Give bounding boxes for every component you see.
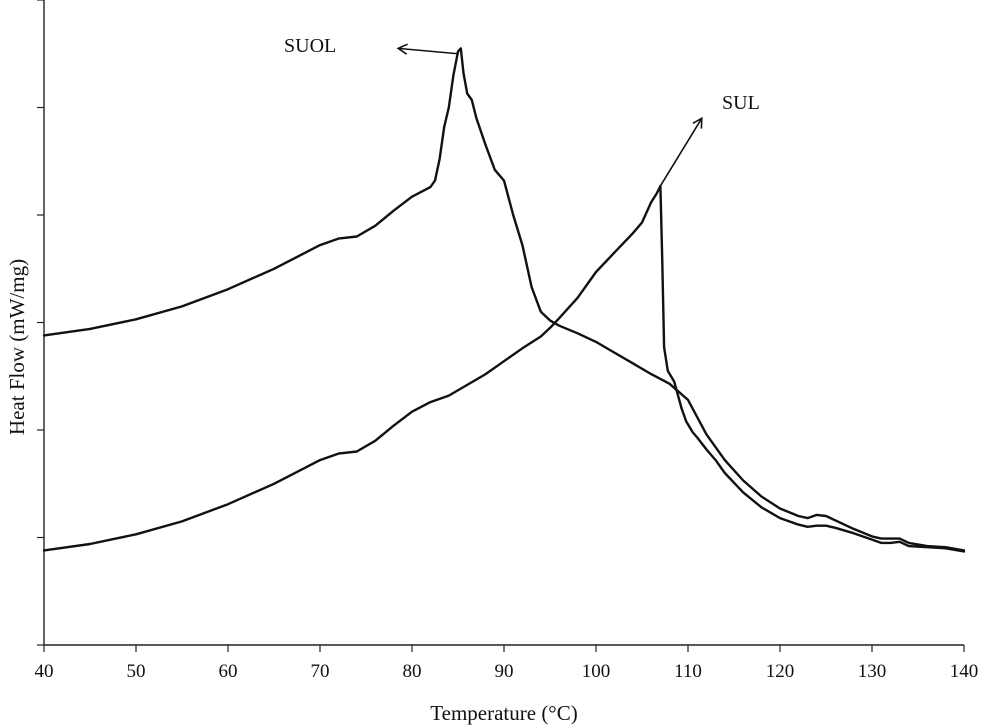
y-axis-ticks <box>37 0 44 646</box>
annotation-arrow-sul <box>659 116 703 187</box>
x-tick-label-90: 90 <box>495 661 514 682</box>
x-tick-label-80: 80 <box>403 661 422 682</box>
x-tick-label-130: 130 <box>858 661 887 682</box>
x-tick-label-120: 120 <box>766 661 795 682</box>
x-tick-label-110: 110 <box>674 661 702 682</box>
plot-area: 40 50 60 70 80 90 100 110 120 130 140 <box>35 0 979 682</box>
series-line-suol <box>42 47 966 552</box>
x-axis-title: Temperature (°C) <box>430 701 577 725</box>
x-tick-label-50: 50 <box>127 661 146 682</box>
x-tick-label-100: 100 <box>582 661 611 682</box>
sul-annotation-label: SUL <box>722 92 760 114</box>
x-tick-label-40: 40 <box>35 661 54 682</box>
x-axis-ticks: 40 50 60 70 80 90 100 110 120 130 140 <box>35 645 979 682</box>
x-tick-label-140: 140 <box>950 661 979 682</box>
annotation-arrows <box>396 43 703 187</box>
annotation-arrow-suol <box>396 43 459 55</box>
y-axis-title: Heat Flow (mW/mg) <box>5 259 29 435</box>
series-group <box>42 47 966 553</box>
series-line-sul <box>42 184 966 553</box>
x-tick-label-70: 70 <box>311 661 330 682</box>
suol-annotation-label: SUOL <box>284 35 336 57</box>
x-tick-label-60: 60 <box>219 661 238 682</box>
